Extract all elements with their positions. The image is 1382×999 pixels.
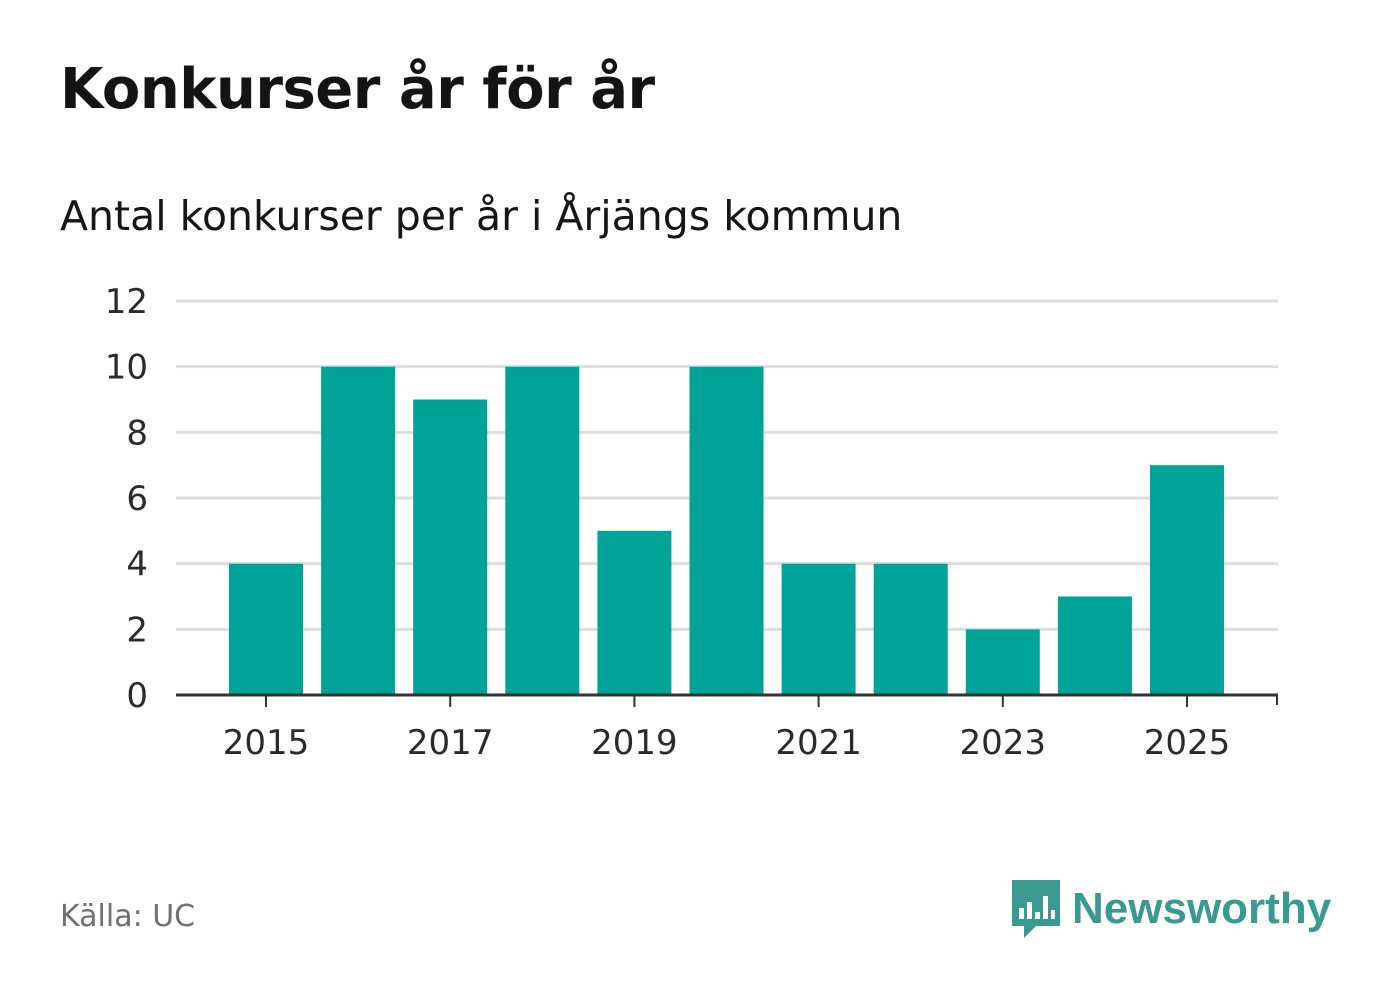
x-tick-label: 2025 xyxy=(1144,723,1231,763)
chart-subtitle: Antal konkurser per år i Årjängs kommun xyxy=(60,192,903,240)
x-tick-label: 2015 xyxy=(223,723,310,763)
x-axis xyxy=(176,693,1278,707)
newsworthy-logo-icon xyxy=(1012,880,1060,938)
y-tick-label: 8 xyxy=(126,413,148,453)
x-tick-label: 2017 xyxy=(407,723,494,763)
source-note: Källa: UC xyxy=(60,899,196,934)
bar-2016 xyxy=(321,366,396,695)
bar-2017 xyxy=(413,399,488,695)
x-tick-label: 2023 xyxy=(960,723,1047,763)
brand: Newsworthy xyxy=(1010,878,1331,940)
y-tick-label: 4 xyxy=(126,545,148,585)
y-tick-label: 12 xyxy=(105,282,148,322)
bar-2023 xyxy=(965,629,1040,695)
x-tick-labels: 2015 2017 2019 2021 2023 2025 xyxy=(223,723,1231,763)
bar-2018 xyxy=(505,366,580,695)
brand-name: Newsworthy xyxy=(1072,884,1332,933)
x-tick-label: 2021 xyxy=(775,723,862,763)
x-tick-label: 2019 xyxy=(591,723,678,763)
y-tick-labels: 0 2 4 6 8 10 12 xyxy=(105,282,148,716)
bar-2024 xyxy=(1057,596,1132,695)
bar-2015 xyxy=(229,563,303,695)
bar-2020 xyxy=(689,366,764,695)
bar-2025 xyxy=(1150,465,1224,695)
bar-2019 xyxy=(597,530,672,695)
chart-title: Konkurser år för år xyxy=(60,57,655,122)
y-tick-label: 6 xyxy=(126,479,148,519)
bar-2022 xyxy=(873,563,948,695)
bars xyxy=(229,366,1224,695)
y-tick-label: 0 xyxy=(126,676,148,716)
y-tick-label: 2 xyxy=(126,610,148,650)
bar-2021 xyxy=(781,563,856,695)
y-tick-label: 10 xyxy=(105,348,148,388)
